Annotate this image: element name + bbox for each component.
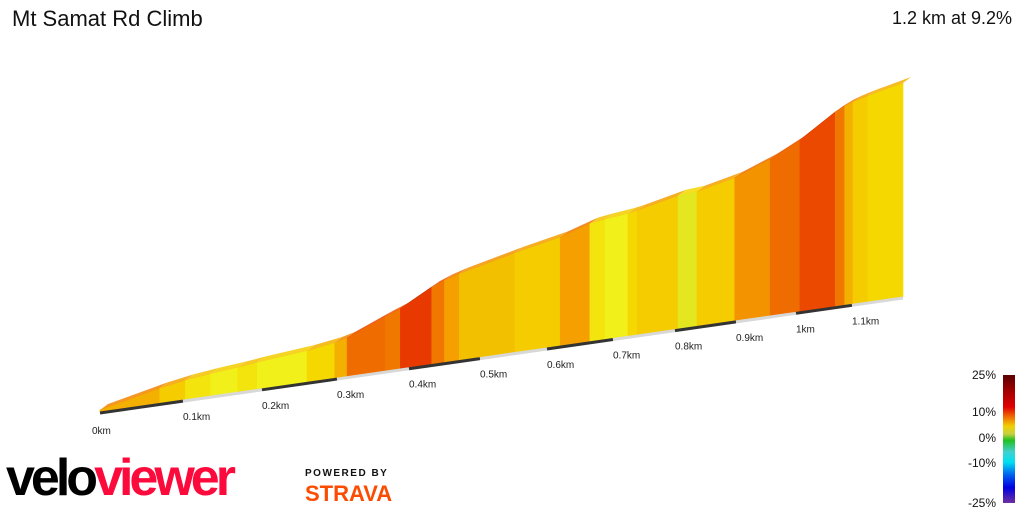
segment-top-edge — [799, 105, 844, 141]
veloviewer-logo: veloviewer — [6, 449, 236, 507]
segment-top-edge — [844, 96, 862, 106]
distance-tick-label: 0.7km — [613, 351, 640, 362]
distance-axis-segment — [99, 399, 184, 415]
legend-label: 10% — [971, 405, 996, 419]
distance-axis-segment — [735, 311, 797, 324]
segment-top-edge — [347, 310, 394, 338]
gradient-segment — [636, 195, 679, 336]
distance-axis-segment — [479, 347, 548, 361]
segment-top-edge — [853, 89, 876, 103]
distance-tick-label: 0.6km — [547, 360, 574, 371]
segment-top-edge — [237, 356, 266, 368]
segment-top-edge — [257, 344, 315, 363]
distance-tick-label: 0.2km — [262, 401, 289, 412]
distance-axis-segment — [612, 329, 676, 342]
legend-label: 0% — [978, 431, 996, 445]
gradient-segment — [769, 139, 801, 317]
segment-top-edge — [444, 267, 468, 281]
distance-axis-segment — [408, 357, 481, 371]
segment-top-edge — [696, 171, 743, 192]
segment-top-edge — [514, 231, 569, 254]
segment-top-edge — [605, 207, 636, 220]
segment-top-edge — [159, 374, 194, 389]
gradient-segment — [384, 308, 401, 372]
gradient-segment — [852, 95, 869, 305]
gradient-segment — [237, 362, 258, 393]
distance-tick-label: 0.9km — [736, 333, 763, 344]
gradient-segment — [444, 273, 460, 364]
distance-axis-segment — [336, 367, 410, 381]
segment-top-edge — [431, 274, 453, 288]
segment-top-edge — [307, 336, 343, 351]
distance-tick-label: 0km — [92, 426, 111, 437]
distance-axis-segment — [674, 320, 737, 333]
gradient-segment — [867, 82, 904, 303]
segment-top-edge — [210, 361, 246, 374]
gradient-segment — [677, 191, 698, 330]
segment-top-edge — [100, 382, 168, 410]
segment-top-edge — [734, 153, 779, 178]
segment-top-edge — [459, 247, 523, 274]
distance-tick-label: 0.8km — [675, 342, 702, 353]
distance-tick-label: 0.4km — [409, 380, 436, 391]
distance-axis-segment — [851, 296, 904, 307]
gradient-segment — [799, 111, 836, 313]
gradient-segment — [734, 158, 771, 322]
segment-top-edge — [678, 185, 705, 196]
gradient-segment — [431, 279, 445, 365]
gradient-segment — [514, 236, 561, 353]
gradient-segment — [400, 286, 433, 370]
page-title: Mt Samat Rd Climb — [12, 6, 203, 31]
segment-top-edge — [334, 331, 356, 343]
distance-axis-segment — [795, 303, 853, 315]
segment-top-edge — [400, 281, 440, 309]
gradient-segment — [559, 223, 591, 347]
legend-label: -10% — [967, 456, 996, 470]
legend-label: -25% — [967, 496, 996, 510]
distance-tick-label: 0.3km — [337, 390, 364, 401]
gradient-segment — [589, 219, 606, 343]
distance-tick-label: 1.1km — [852, 316, 879, 327]
powered-by-label: POWERED BY — [305, 468, 389, 479]
segment-top-edge — [637, 189, 687, 211]
gradient-segment — [604, 213, 629, 341]
strava-logo: STRAVA — [305, 481, 393, 506]
segment-top-edge — [185, 367, 219, 381]
gradient-segment — [627, 210, 638, 337]
segment-top-edge — [560, 217, 598, 238]
distance-tick-label: 0.1km — [183, 412, 210, 423]
legend-label: 25% — [971, 368, 996, 382]
distance-tick-label: 1km — [796, 324, 815, 335]
distance-axis-segment — [182, 388, 263, 403]
climb-summary: 1.2 km at 9.2% — [891, 8, 1012, 28]
segment-top-edge — [589, 213, 614, 224]
gradient-segment — [834, 105, 846, 308]
distance-axis-segment — [546, 338, 614, 351]
gradient-segment — [844, 101, 854, 306]
gradient-segment — [696, 177, 736, 327]
segment-top-edge — [867, 77, 911, 96]
distance-axis-segment — [261, 377, 338, 392]
distance-tick-label: 0.5km — [480, 370, 507, 381]
gradient-segment — [334, 337, 348, 379]
gradient-segment — [346, 316, 386, 377]
segment-top-edge — [627, 204, 646, 214]
gradient-color-scale — [1003, 375, 1015, 503]
segment-top-edge — [770, 134, 808, 160]
segment-top-edge — [385, 302, 409, 317]
segment-top-edge — [835, 99, 853, 112]
